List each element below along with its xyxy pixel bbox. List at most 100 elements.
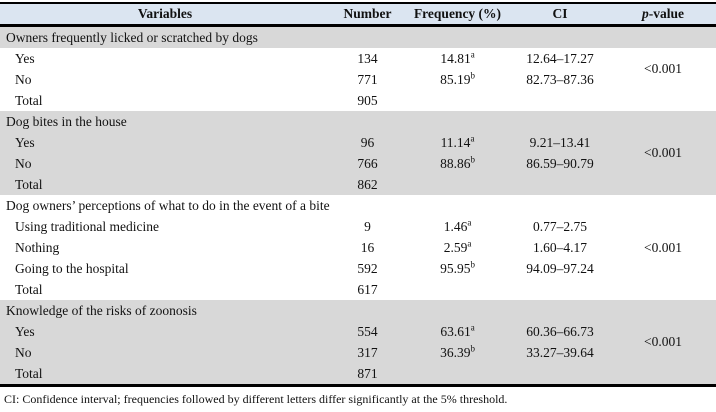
cell-ci: 60.36–66.73 bbox=[510, 321, 610, 342]
cell-frequency: 88.86b bbox=[405, 153, 510, 174]
table-row: No 317 36.39b 33.27–39.64 bbox=[0, 342, 716, 363]
significance-letter: b bbox=[470, 259, 475, 270]
cell-p-value: <0.001 bbox=[644, 239, 682, 255]
cell-number: 96 bbox=[330, 132, 405, 153]
cell-frequency: 11.14a bbox=[405, 132, 510, 153]
total-row: Total 862 bbox=[0, 174, 716, 195]
table-row: No 766 88.86b 86.59–90.79 bbox=[0, 153, 716, 174]
cell-p-value: <0.001 bbox=[644, 61, 682, 77]
table-footnote: CI: Confidence interval; frequencies fol… bbox=[4, 392, 508, 406]
cell-frequency: 36.39b bbox=[405, 342, 510, 363]
cell-label: Using traditional medicine bbox=[15, 218, 159, 234]
cell-p-empty bbox=[610, 174, 716, 195]
col-header-number: Number bbox=[330, 3, 405, 27]
cell-ci: 94.09–97.24 bbox=[526, 260, 594, 276]
col-header-p-value: p-value bbox=[610, 3, 716, 27]
cell-p-empty bbox=[610, 279, 716, 300]
cell-ci: 82.73–87.36 bbox=[526, 71, 594, 87]
cell-number: 317 bbox=[330, 342, 405, 363]
col-header-variables: Variables bbox=[0, 3, 330, 27]
section-title: Dog owners’ perceptions of what to do in… bbox=[6, 197, 330, 213]
significance-letter: b bbox=[470, 343, 475, 354]
statistics-table: Variables Number Frequency (%) CI p-valu… bbox=[0, 2, 716, 387]
cell-label: Total bbox=[0, 363, 330, 386]
col-header-frequency: Frequency (%) bbox=[405, 3, 510, 27]
cell-label: Total bbox=[15, 281, 43, 297]
cell-number: 771 bbox=[357, 71, 378, 87]
cell-number: 617 bbox=[357, 281, 378, 297]
cell-ci: 33.27–39.64 bbox=[510, 342, 610, 363]
cell-frequency-empty bbox=[405, 90, 510, 111]
section-title: Owners frequently licked or scratched by… bbox=[0, 25, 716, 48]
table-header: Variables Number Frequency (%) CI p-valu… bbox=[0, 3, 716, 27]
table-row: Using traditional medicine 9 1.46a 0.77–… bbox=[0, 216, 716, 254]
significance-letter: b bbox=[470, 70, 475, 81]
cell-ci-empty bbox=[510, 90, 610, 111]
cell-frequency: 1.46a bbox=[443, 217, 472, 234]
cell-label: Total bbox=[15, 92, 43, 108]
col-header-ci: CI bbox=[510, 3, 610, 27]
cell-number: 862 bbox=[330, 174, 405, 195]
section-header-row: Owners frequently licked or scratched by… bbox=[0, 25, 716, 48]
significance-letter: a bbox=[467, 217, 472, 228]
cell-frequency-empty bbox=[405, 363, 510, 386]
section-header-row: Dog bites in the house bbox=[0, 111, 716, 132]
total-row: Total 617 bbox=[0, 279, 716, 300]
cell-frequency-empty bbox=[405, 279, 510, 300]
cell-ci-empty bbox=[510, 363, 610, 386]
significance-letter: a bbox=[470, 49, 475, 60]
cell-label: Yes bbox=[0, 321, 330, 342]
significance-letter: b bbox=[470, 154, 475, 165]
table-row: Going to the hospital 592 95.95b 94.09–9… bbox=[0, 258, 716, 279]
cell-frequency-empty bbox=[405, 174, 510, 195]
cell-label: Nothing bbox=[15, 239, 60, 255]
cell-frequency: 85.19b bbox=[440, 70, 475, 87]
cell-ci: 86.59–90.79 bbox=[510, 153, 610, 174]
section-header-row: Dog owners’ perceptions of what to do in… bbox=[0, 195, 716, 216]
section-title: Knowledge of the risks of zoonosis bbox=[0, 300, 716, 321]
total-row: Total 905 bbox=[0, 90, 716, 111]
total-row: Total 871 bbox=[0, 363, 716, 386]
cell-label: No bbox=[0, 153, 330, 174]
cell-ci-empty bbox=[510, 174, 610, 195]
cell-frequency: 95.95b bbox=[440, 259, 475, 276]
header-row: Variables Number Frequency (%) CI p-valu… bbox=[0, 3, 716, 27]
significance-letter: a bbox=[467, 238, 472, 249]
significance-letter: a bbox=[470, 133, 475, 144]
cell-label: Yes bbox=[0, 132, 330, 153]
section-title: Dog bites in the house bbox=[0, 111, 716, 132]
p-rest: -value bbox=[648, 6, 684, 21]
table-row: Yes 96 11.14a 9.21–13.41 <0.001 bbox=[0, 132, 716, 174]
cell-ci: 1.60–4.17 bbox=[533, 239, 587, 255]
cell-p-empty bbox=[610, 363, 716, 386]
cell-label: Yes bbox=[15, 50, 35, 66]
cell-frequency: 2.59a bbox=[443, 238, 472, 255]
cell-p-value: <0.001 bbox=[610, 321, 716, 363]
cell-number: 871 bbox=[330, 363, 405, 386]
cell-ci: 12.64–17.27 bbox=[526, 50, 594, 66]
cell-ci: 0.77–2.75 bbox=[533, 218, 587, 234]
significance-letter: a bbox=[470, 322, 475, 333]
cell-label: Going to the hospital bbox=[15, 260, 129, 276]
cell-number: 554 bbox=[330, 321, 405, 342]
cell-number: 905 bbox=[357, 92, 378, 108]
table-row: Yes 554 63.61a 60.36–66.73 <0.001 bbox=[0, 321, 716, 363]
cell-number: 592 bbox=[357, 260, 378, 276]
cell-number: 9 bbox=[364, 218, 371, 234]
table-row: Yes 134 14.81a 12.64–17.27 <0.001 bbox=[0, 48, 716, 76]
section-header-row: Knowledge of the risks of zoonosis bbox=[0, 300, 716, 321]
table-row: No 771 85.19b 82.73–87.36 bbox=[0, 69, 716, 90]
cell-label: No bbox=[15, 71, 32, 87]
p-italic: p bbox=[642, 6, 649, 21]
cell-ci-empty bbox=[510, 279, 610, 300]
cell-label: No bbox=[0, 342, 330, 363]
cell-number: 134 bbox=[357, 50, 378, 66]
cell-number: 766 bbox=[330, 153, 405, 174]
cell-ci: 9.21–13.41 bbox=[510, 132, 610, 153]
cell-frequency: 63.61a bbox=[405, 321, 510, 342]
cell-label: Total bbox=[0, 174, 330, 195]
cell-frequency: 14.81a bbox=[440, 49, 475, 66]
cell-p-value: <0.001 bbox=[610, 132, 716, 174]
table-row: Nothing 16 2.59a 1.60–4.17 bbox=[0, 237, 716, 258]
